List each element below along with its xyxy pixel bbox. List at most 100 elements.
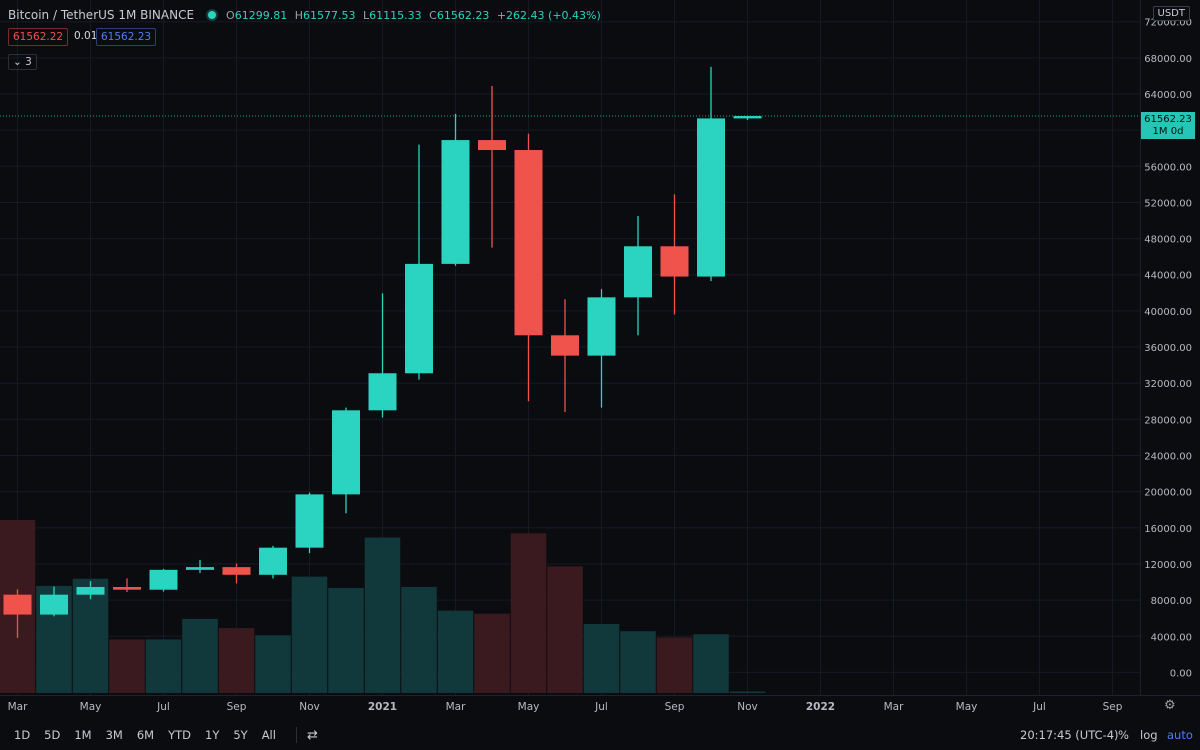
volume-bar [182, 618, 218, 693]
time-tick-label: May [80, 701, 102, 713]
candle-body [514, 150, 543, 336]
volume-bar [729, 691, 766, 693]
price-tick-label: 56000.00 [1144, 162, 1192, 173]
price-tick-label: 32000.00 [1144, 379, 1192, 390]
buy-price-button[interactable]: 61562.23 [96, 28, 157, 46]
time-tick-label: Sep [227, 701, 247, 713]
candle-body [3, 594, 32, 615]
high-label: H [294, 8, 303, 22]
volume-bar [255, 635, 291, 693]
low-value: 61115.33 [369, 8, 422, 22]
price-tick-label: 12000.00 [1144, 560, 1192, 571]
indicator-count: 3 [25, 56, 32, 68]
price-tick-label: 44000.00 [1144, 271, 1192, 282]
price-chart[interactable] [0, 0, 1140, 695]
candle-body [405, 263, 433, 374]
open-value: 61299.81 [234, 8, 288, 22]
candle-body [587, 297, 616, 356]
time-tick-label: Jul [594, 701, 608, 713]
volume-bar [401, 586, 437, 693]
volume-bar [145, 639, 182, 693]
price-axis[interactable]: 0.00 4000.00 8000.00 12000.00 16000.00 20000.… [1140, 0, 1200, 695]
symbol-title[interactable]: Bitcoin / TetherUS 1M BINANCE [8, 8, 195, 22]
volume-bar [547, 566, 583, 693]
timeframe-1d[interactable]: 1D [14, 728, 31, 742]
price-tick-label: 72000.00 [1144, 18, 1192, 29]
candle-body [733, 116, 762, 119]
volume-bar [109, 639, 145, 693]
price-tick-label: 52000.00 [1144, 198, 1192, 209]
close-value: 61562.23 [436, 8, 490, 22]
currency-button[interactable]: USDT [1152, 6, 1190, 21]
bottom-toolbar: 1D 5D 1M 3M 6M YTD 1Y 5Y All ⇄ [0, 720, 1200, 750]
volume-bar [218, 628, 255, 693]
price-tick-label: 20000.00 [1144, 488, 1192, 499]
candle-body [624, 246, 652, 298]
time-tick-label: 2022 [806, 701, 835, 713]
timeframe-3m[interactable]: 3M [105, 728, 123, 742]
close-label: C [429, 8, 437, 22]
time-axis[interactable]: Mar May Jul Sep Nov 2021 Mar May Jul Sep Nov 2022 Ma… [0, 695, 1200, 717]
candle-body [259, 547, 287, 575]
volume-bar [328, 587, 364, 693]
price-tick-label: 48000.00 [1144, 235, 1192, 246]
log-scale-toggle[interactable]: log [1140, 728, 1158, 742]
volume-bar [474, 613, 510, 693]
spread-value: 0.01 [74, 30, 98, 42]
time-tick-label: Jul [1032, 701, 1046, 713]
volume-bar [364, 537, 401, 693]
timeframe-5y[interactable]: 5Y [233, 728, 248, 742]
percent-scale-toggle[interactable]: % [1118, 728, 1129, 742]
time-tick-label: May [956, 701, 978, 713]
timeframe-6m[interactable]: 6M [136, 728, 155, 742]
time-tick-label: Mar [446, 701, 466, 713]
toolbar-divider [295, 727, 297, 743]
timeframe-all[interactable]: All [261, 728, 276, 742]
ohlc-values: O61299.81 H61577.53 L61115.33 C61562.23 … [226, 9, 605, 22]
price-tick-label: 8000.00 [1151, 596, 1192, 607]
bar-countdown: 1M 0d [1152, 126, 1184, 137]
time-tick-label: Jul [156, 701, 170, 713]
time-tick-label: Sep [665, 701, 685, 713]
timeframe-1y[interactable]: 1Y [205, 728, 220, 742]
indicators-toggle[interactable]: ⌄ 3 [8, 54, 37, 70]
clock[interactable]: 20:17:45 (UTC-4) [1020, 728, 1119, 742]
timeframe-5d[interactable]: 5D [44, 728, 61, 742]
price-tick-label: 36000.00 [1144, 343, 1192, 354]
price-tick-label: 4000.00 [1151, 632, 1192, 643]
candle-body [113, 586, 141, 590]
chart-legend: Bitcoin / TetherUS 1M BINANCE O61299.81 … [8, 6, 605, 24]
volume-bar [510, 533, 547, 693]
price-tick-label: 28000.00 [1144, 415, 1192, 426]
volume-bar [291, 576, 328, 693]
price-tick-label: 0.00 [1170, 668, 1192, 679]
time-tick-label: May [518, 701, 540, 713]
candle-body [40, 594, 68, 615]
candle-body [222, 567, 251, 575]
time-tick-label: Nov [299, 701, 320, 713]
open-label: O [226, 8, 235, 22]
time-tick-label: Sep [1103, 701, 1123, 713]
go-to-date-icon[interactable]: ⇄ [306, 727, 318, 743]
candle-body [660, 246, 689, 277]
auto-scale-toggle[interactable]: auto [1167, 728, 1193, 742]
timeframe-1m[interactable]: 1M [74, 728, 92, 742]
candle-body [697, 118, 725, 277]
chevron-down-icon: ⌄ [13, 56, 22, 68]
timeframe-ytd[interactable]: YTD [168, 728, 191, 742]
low-label: L [363, 8, 370, 22]
market-status-icon [208, 11, 217, 19]
candle-body [186, 567, 214, 570]
volume-bar [620, 631, 656, 693]
settings-gear-icon[interactable]: ⚙ [1164, 698, 1176, 713]
sell-price-button[interactable]: 61562.22 [8, 28, 69, 46]
candle-body [368, 373, 397, 411]
candle-body [76, 586, 105, 595]
price-tick-label: 68000.00 [1144, 54, 1192, 65]
last-price-label: 61562.23 1M 0d [1141, 112, 1195, 139]
price-tick-label: 40000.00 [1144, 307, 1192, 318]
candle-body [441, 140, 470, 264]
price-tick-label: 24000.00 [1144, 452, 1192, 463]
volume-bar [437, 610, 474, 693]
time-tick-label: Mar [884, 701, 904, 713]
